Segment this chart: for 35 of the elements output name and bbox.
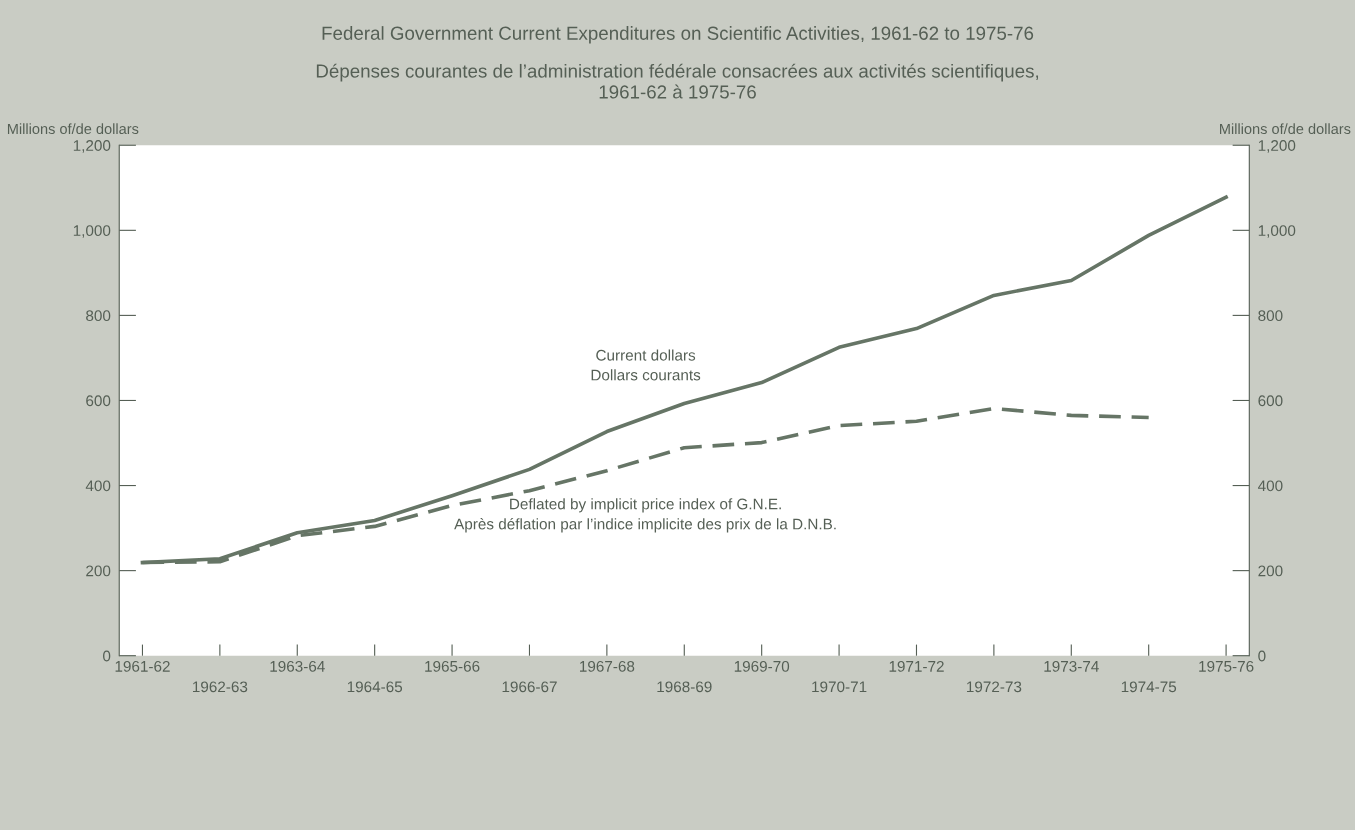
y2-tick-label: 600 <box>1258 395 1283 407</box>
y2-tick-label: 200 <box>1258 565 1283 577</box>
y2-tick-label: 800 <box>1258 310 1283 322</box>
x-tick-label: 1970-71 <box>812 681 867 693</box>
x-tick-label: 1967-68 <box>580 660 635 672</box>
x-tick-label: 1963-64 <box>270 660 325 672</box>
y2-axis-title: Millions of/de dollars <box>1220 123 1351 135</box>
series-label: Deflated by implicit price index of G.N.E. Après déflation par l’indice implicite des prix de la D.N.B. <box>454 498 836 533</box>
y-tick-label: 0 <box>103 650 111 662</box>
y-tick-label: 400 <box>85 480 111 492</box>
y-tick-label: 800 <box>86 310 111 322</box>
chart-title: Federal Government Current Expenditures on Scientific Activities, 1961-62 to 1975-76 <box>322 26 1034 44</box>
x-tick-label: 1972-73 <box>967 681 1022 693</box>
series-label: Current dollars Dollars courants <box>591 349 701 381</box>
x-tick-label: 1969-70 <box>734 660 790 672</box>
y-tick-label: 600 <box>86 395 111 407</box>
x-tick-label: 1971-72 <box>889 660 944 672</box>
x-tick-label: 1968-69 <box>657 681 712 693</box>
x-tick-label: 1961-62 <box>115 660 170 672</box>
x-tick-label: 1964-65 <box>347 681 403 693</box>
y-tick-label: 1,200 <box>73 140 111 153</box>
y-tick-label: 200 <box>86 565 111 577</box>
y2-tick-label: 400 <box>1257 480 1283 492</box>
y2-tick-label: 0 <box>1258 650 1266 662</box>
y-tick-label: 1,000 <box>73 225 111 238</box>
x-tick-label: 1975-76 <box>1199 660 1254 672</box>
x-tick-label: 1973-74 <box>1044 660 1099 672</box>
x-tick-label: 1962-63 <box>193 681 248 693</box>
chart-subtitle: Dépenses courantes de l’administration fédérale consacrées aux activités scientifiques, 1961-62 à 1975-76 <box>316 63 1039 99</box>
x-tick-label: 1966-67 <box>502 681 557 693</box>
x-tick-label: 1965-66 <box>425 660 480 672</box>
x-tick-label: 1974-75 <box>1121 681 1177 693</box>
y2-tick-label: 1,000 <box>1258 225 1296 238</box>
y-axis-title: Millions of/de dollars <box>7 123 139 135</box>
y2-tick-label: 1,200 <box>1258 140 1296 153</box>
